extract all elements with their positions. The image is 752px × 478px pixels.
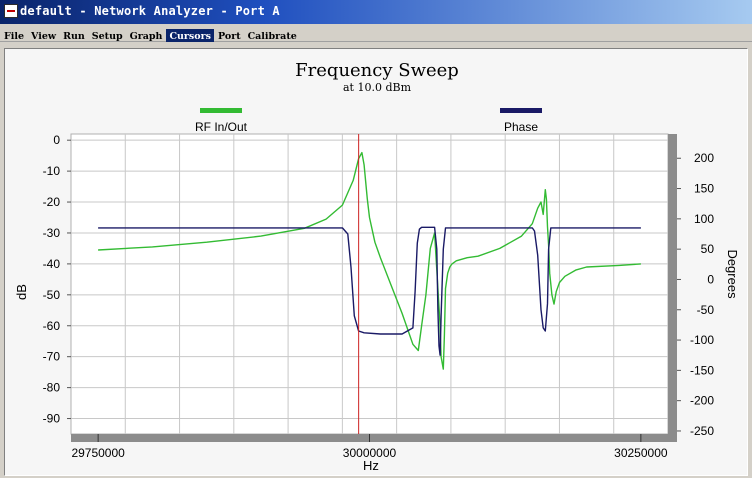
left-axis: 0 -10 -20 -30 -40 -50 -60 -70 -80 -90 — [43, 133, 71, 426]
right-tick-label-7: -150 — [690, 363, 714, 377]
x-axis-label: Hz — [363, 458, 379, 473]
left-tick-label-1: -10 — [43, 164, 61, 178]
right-axis: 200 150 100 50 0 -50 -100 -150 -200 -250 — [677, 151, 714, 438]
left-tick-label-0: 0 — [53, 133, 60, 147]
left-tick-label-6: -60 — [43, 319, 61, 333]
menu-calibrate[interactable]: Calibrate — [247, 31, 297, 42]
right-tick-label-0: 200 — [694, 151, 714, 165]
right-axis-bar — [668, 134, 677, 434]
menu-file[interactable]: File — [4, 31, 25, 42]
right-tick-label-5: -50 — [697, 303, 715, 317]
y-axis-label-right: Degrees — [725, 249, 740, 299]
title-bar: default - Network Analyzer - Port A — [0, 0, 752, 24]
right-tick-label-1: 150 — [694, 182, 714, 196]
left-tick-label-4: -40 — [43, 257, 61, 271]
right-tick-label-8: -200 — [690, 394, 714, 408]
x-tick-label-1: 30000000 — [343, 446, 397, 460]
chart-subtitle: at 10.0 dBm — [343, 81, 412, 94]
series-rf-in-out-line — [98, 151, 641, 370]
left-tick-label-3: -30 — [43, 226, 61, 240]
window-title: default - Network Analyzer - Port A — [20, 4, 280, 18]
left-tick-label-7: -70 — [43, 350, 61, 364]
chart-title: Frequency Sweep — [295, 60, 459, 81]
left-tick-label-2: -20 — [43, 195, 61, 209]
left-tick-label-8: -80 — [43, 381, 61, 395]
legend-label-rf: RF In/Out — [195, 120, 248, 134]
bottom-axis-bar — [71, 434, 677, 442]
left-tick-label-9: -90 — [43, 412, 61, 426]
legend-swatch-phase — [500, 108, 542, 113]
x-tick-label-2: 30250000 — [614, 446, 668, 460]
menu-view[interactable]: View — [31, 31, 57, 42]
right-tick-label-2: 100 — [694, 212, 714, 226]
app-icon — [4, 4, 18, 18]
menu-cursors[interactable]: Cursors — [166, 29, 214, 43]
legend-swatch-rf — [200, 108, 242, 113]
menu-graph[interactable]: Graph — [129, 31, 163, 42]
legend-label-phase: Phase — [504, 120, 538, 134]
right-tick-label-6: -100 — [690, 333, 714, 347]
right-tick-label-3: 50 — [701, 242, 715, 256]
plot-area — [70, 133, 669, 435]
menu-run[interactable]: Run — [63, 31, 85, 42]
right-tick-label-9: -250 — [690, 424, 714, 438]
menu-setup[interactable]: Setup — [91, 31, 123, 42]
menu-port[interactable]: Port — [217, 31, 241, 42]
x-axis: 29750000 30000000 30250000 — [71, 434, 668, 460]
menu-bar: File View Run Setup Graph Cursors Port Calibrat… — [0, 24, 752, 43]
client-area: Frequency Sweep at 10.0 dBm RF In/Out Ph… — [0, 42, 752, 478]
left-tick-label-5: -50 — [43, 288, 61, 302]
frequency-sweep-chart[interactable]: Frequency Sweep at 10.0 dBm RF In/Out Ph… — [0, 42, 752, 478]
right-tick-label-4: 0 — [707, 272, 714, 286]
y-axis-label-left: dB — [14, 284, 29, 300]
x-tick-label-0: 29750000 — [71, 446, 125, 460]
